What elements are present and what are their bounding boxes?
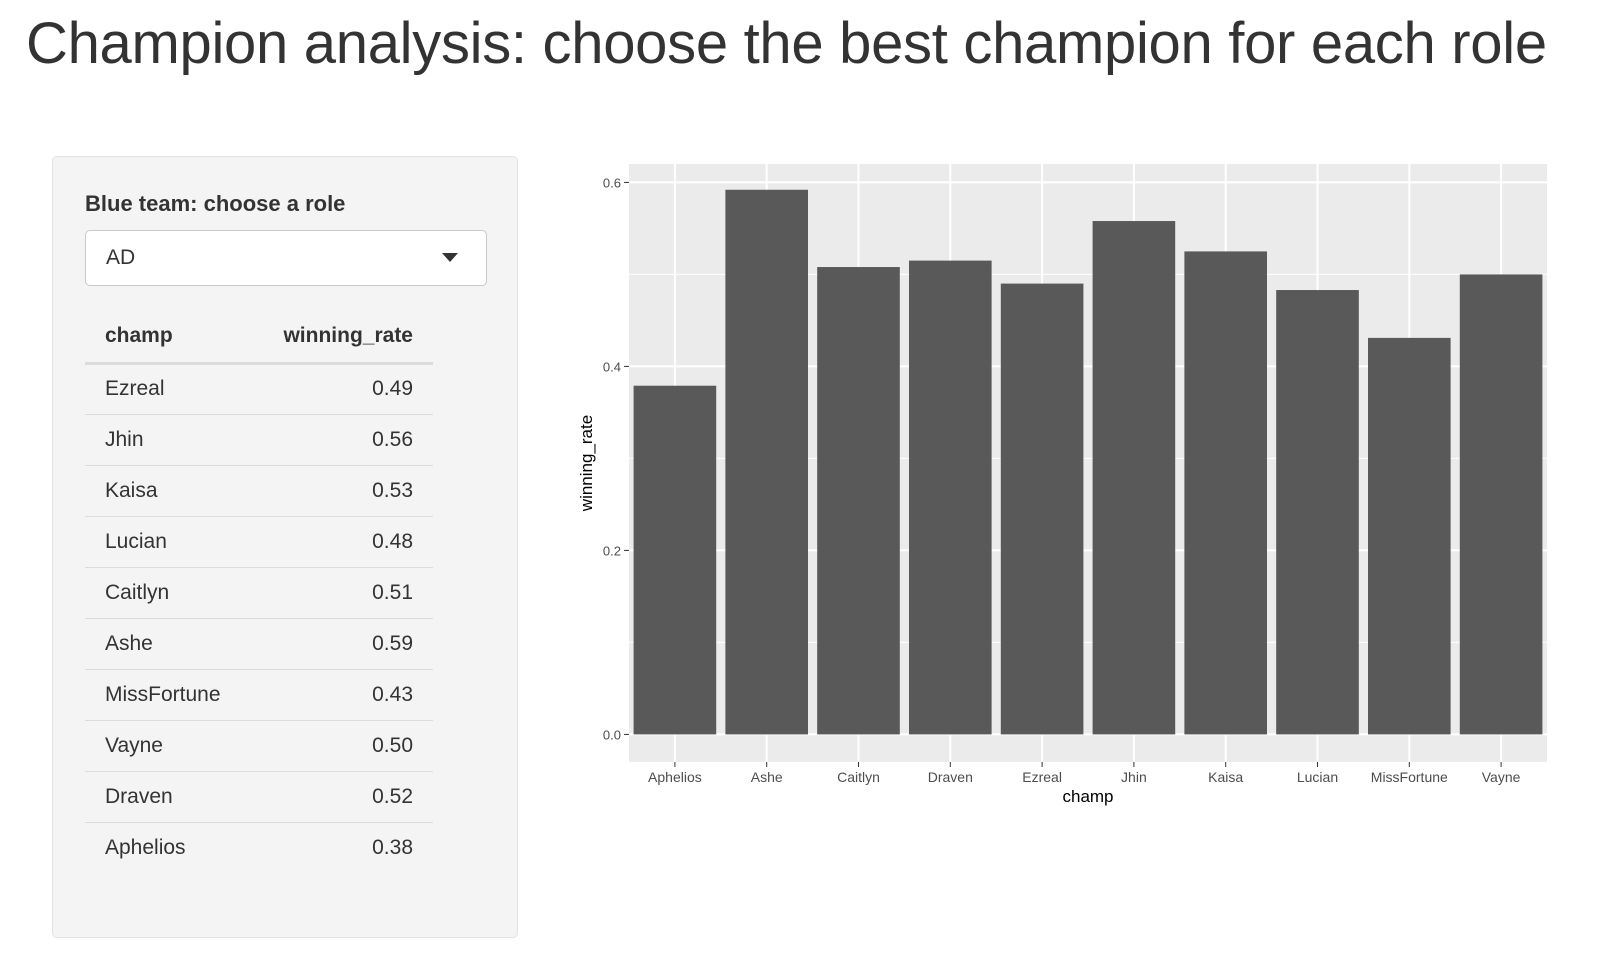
bar-vayne xyxy=(1459,274,1543,735)
role-select-label: Blue team: choose a role xyxy=(85,191,346,216)
x-tick-label: Ezreal xyxy=(1022,769,1062,785)
bar-draven xyxy=(908,260,992,735)
champ-cell: Ashe xyxy=(85,618,252,670)
winning-rate-cell: 0.48 xyxy=(251,516,433,568)
winning-rate-cell: 0.43 xyxy=(251,669,433,721)
y-tick-label: 0.0 xyxy=(603,727,621,742)
table-row: MissFortune 0.43 xyxy=(85,669,433,721)
chevron-down-icon xyxy=(442,253,458,262)
champ-cell: Vayne xyxy=(85,720,252,772)
champ-cell: Kaisa xyxy=(85,465,252,517)
bar-jhin xyxy=(1092,221,1176,735)
role-select[interactable]: AD xyxy=(85,230,487,286)
bar-chart-svg: 0.0 0.2 0.4 0.6 Aphelios Ashe Caitlyn Draven Ezr… xyxy=(577,164,1547,806)
champ-cell: Jhin xyxy=(85,414,252,466)
winning-rate-table: champ winning_rate Ezreal 0.49 Jhin 0.56 K… xyxy=(85,311,433,873)
winning-rate-cell: 0.51 xyxy=(251,567,433,619)
champ-cell: Ezreal xyxy=(85,363,252,415)
champ-cell: Lucian xyxy=(85,516,252,568)
bar-lucian xyxy=(1276,290,1359,735)
table-row: Vayne 0.50 xyxy=(85,720,433,772)
role-select-value: AD xyxy=(106,246,136,269)
winning-rate-cell: 0.50 xyxy=(251,720,433,772)
table-row: Draven 0.52 xyxy=(85,771,433,823)
x-tick-label: Aphelios xyxy=(648,769,702,785)
bar-missfortune xyxy=(1367,337,1451,735)
table-row: Caitlyn 0.51 xyxy=(85,567,433,619)
winning-rate-cell: 0.56 xyxy=(251,414,433,466)
page-title: Champion analysis: choose the best champ… xyxy=(26,11,1547,76)
bar-aphelios xyxy=(633,385,717,735)
x-axis-title: champ xyxy=(1062,787,1113,806)
y-tick-label: 0.4 xyxy=(603,359,621,374)
x-tick-label: Vayne xyxy=(1482,769,1521,785)
column-header-champ: champ xyxy=(85,311,252,365)
table-row: Ezreal 0.49 xyxy=(85,363,433,415)
x-tick-label: Kaisa xyxy=(1208,769,1243,785)
champ-cell: Aphelios xyxy=(105,835,186,859)
sidebar-panel: Blue team: choose a role AD champ winnin… xyxy=(52,156,518,938)
y-tick-label: 0.6 xyxy=(603,175,621,190)
bar-caitlyn xyxy=(817,267,900,735)
table-row: Jhin 0.56 xyxy=(85,414,433,466)
winning-rate-cell: 0.53 xyxy=(251,465,433,517)
winning-rate-cell: 0.38 xyxy=(372,835,413,859)
y-tick-label: 0.2 xyxy=(603,543,621,558)
table-row: Ashe 0.59 xyxy=(85,618,433,670)
y-axis-title: winning_rate xyxy=(577,415,596,512)
bar-ezreal xyxy=(1000,283,1084,735)
bar-ashe xyxy=(725,189,809,735)
table-header-row: champ winning_rate xyxy=(85,311,433,365)
table-row: Aphelios 0.38 xyxy=(85,822,433,873)
x-tick-label: Ashe xyxy=(751,769,783,785)
column-header-winning-rate: winning_rate xyxy=(251,311,433,365)
table-row: Kaisa 0.53 xyxy=(85,465,433,517)
x-tick-label: Lucian xyxy=(1297,769,1338,785)
winning-rate-cell: 0.59 xyxy=(251,618,433,670)
champ-cell: MissFortune xyxy=(85,669,252,721)
table-row: Lucian 0.48 xyxy=(85,516,433,568)
champ-cell: Caitlyn xyxy=(85,567,252,619)
winning-rate-cell: 0.52 xyxy=(251,771,433,823)
winning-rate-chart: 0.0 0.2 0.4 0.6 Aphelios Ashe Caitlyn Draven Ezr… xyxy=(560,150,1560,830)
winning-rate-cell: 0.49 xyxy=(251,363,433,415)
champ-cell: Draven xyxy=(85,771,252,823)
x-tick-label: Caitlyn xyxy=(837,769,880,785)
x-tick-label: Draven xyxy=(928,769,973,785)
x-tick-label: Jhin xyxy=(1121,769,1147,785)
x-tick-label: MissFortune xyxy=(1371,769,1448,785)
bar-kaisa xyxy=(1184,251,1268,735)
